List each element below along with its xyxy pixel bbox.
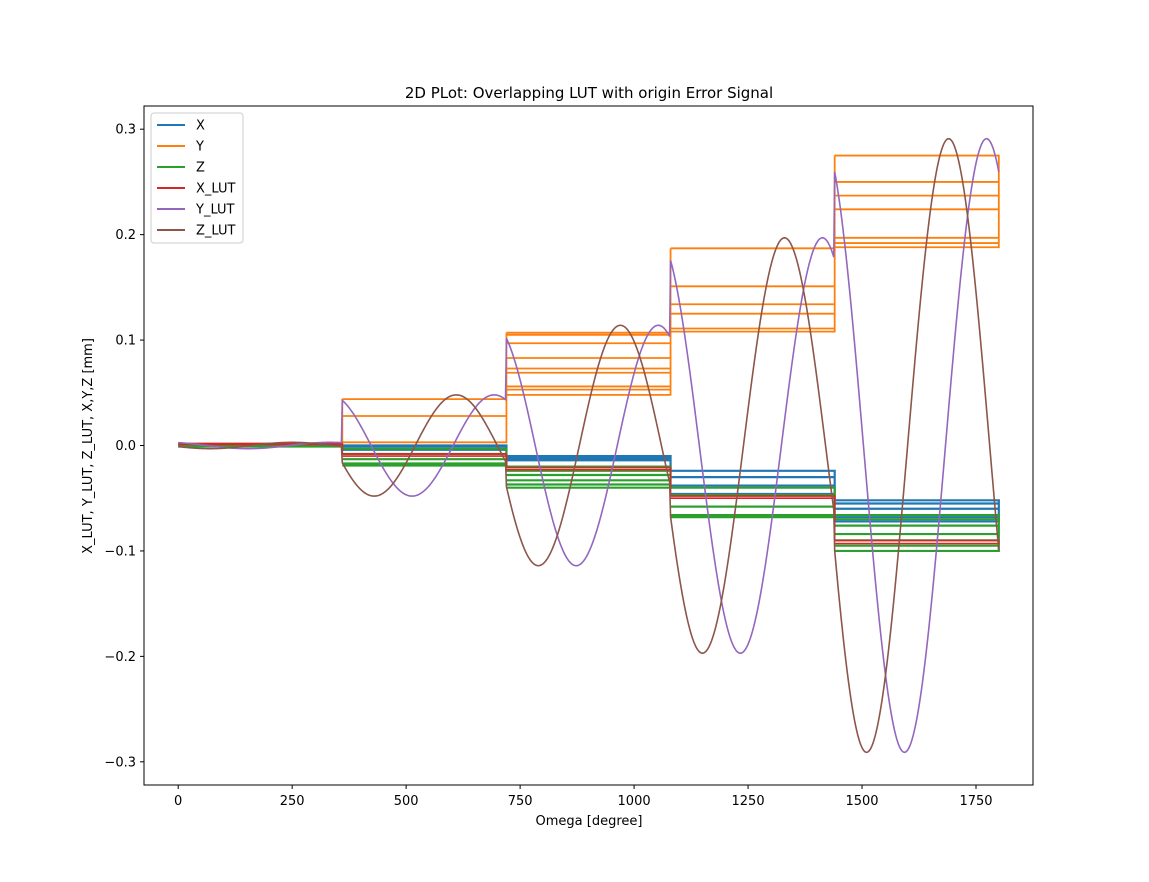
x-tick-label: 1500: [845, 794, 878, 809]
legend-label: Z: [196, 161, 205, 176]
y-tick-label: 0.3: [115, 123, 136, 138]
y-tick-label: −0.2: [104, 650, 136, 665]
x-tick-label: 500: [394, 794, 419, 809]
y-tick-label: 0.0: [115, 439, 136, 454]
legend-label: Y: [195, 140, 204, 155]
y-tick-label: −0.3: [104, 755, 136, 770]
y-axis-title: X_LUT, Y_LUT, Z_LUT, X,Y,Z [mm]: [81, 338, 96, 554]
x-tick-label: 1750: [959, 794, 992, 809]
chart-title: 2D PLot: Overlapping LUT with origin Err…: [405, 84, 773, 102]
y-axis: −0.3 −0.2 −0.1 0.0 0.1 0.2 0.3: [104, 123, 144, 770]
x-tick-label: 1250: [732, 794, 765, 809]
series-z-lut: [178, 137, 1000, 754]
x-tick-label: 0: [174, 794, 182, 809]
x-tick-label: 250: [280, 794, 305, 809]
x-tick-label: 1000: [618, 794, 651, 809]
legend-label: Z_LUT: [196, 224, 236, 239]
x-tick-label: 750: [508, 794, 533, 809]
y-tick-label: 0.1: [115, 334, 136, 349]
x-axis: 0 250 500 750 1000 1250 1500 1750: [174, 785, 993, 809]
legend-label: Y_LUT: [195, 203, 235, 218]
plot-area: [178, 137, 1000, 754]
legend-label: X: [196, 119, 205, 134]
series-x-lut: [178, 442, 1000, 545]
x-axis-title: Omega [degree]: [536, 814, 643, 829]
legend-label: X_LUT: [196, 182, 236, 197]
legend: XYZ X_LUT Y_LUT Z_LUT: [150, 112, 244, 244]
y-tick-label: −0.1: [104, 544, 136, 559]
y-tick-label: 0.2: [115, 228, 136, 243]
